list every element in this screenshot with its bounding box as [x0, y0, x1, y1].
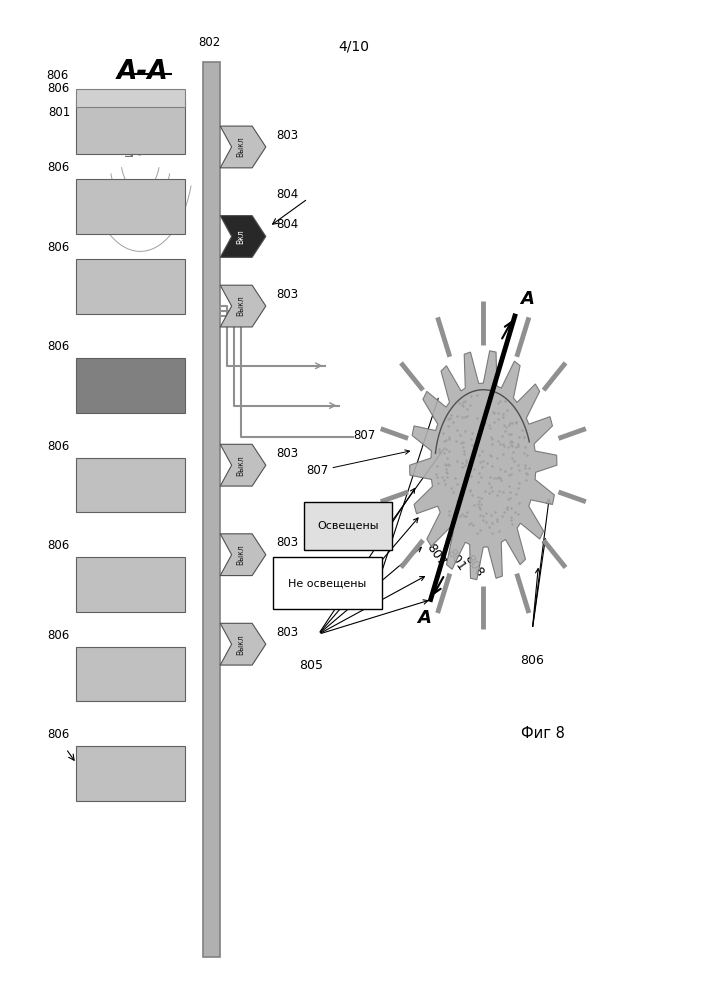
Text: 806: 806: [47, 539, 69, 552]
Polygon shape: [220, 444, 266, 486]
Polygon shape: [220, 126, 266, 168]
Text: 806: 806: [47, 69, 69, 82]
Polygon shape: [220, 534, 266, 576]
Text: 806: 806: [47, 241, 69, 254]
Text: 803: 803: [276, 447, 298, 460]
Text: 807: 807: [423, 541, 448, 568]
Text: 805: 805: [299, 659, 323, 672]
Text: Не освещены: Не освещены: [288, 578, 366, 588]
Text: 801: 801: [444, 546, 468, 573]
Text: 804: 804: [276, 218, 298, 231]
Text: 803: 803: [276, 536, 298, 549]
Bar: [76, 89, 185, 107]
Text: 803: 803: [276, 288, 298, 301]
Text: А-А: А-А: [117, 59, 169, 85]
Text: 802: 802: [199, 36, 221, 49]
Text: А: А: [416, 609, 431, 627]
Text: Выкл: Выкл: [236, 455, 245, 476]
Text: Выкл: Выкл: [236, 137, 245, 157]
Polygon shape: [409, 351, 557, 580]
Text: 803: 803: [276, 626, 298, 639]
Bar: [76, 358, 185, 413]
Text: Излучение: Излучение: [124, 93, 135, 156]
Text: 807: 807: [354, 429, 375, 442]
Bar: [203, 62, 220, 957]
Text: Освещены: Освещены: [317, 521, 379, 531]
Text: 801: 801: [48, 106, 71, 119]
Polygon shape: [220, 623, 266, 665]
Text: Выкл: Выкл: [236, 634, 245, 655]
Text: Фиг 8: Фиг 8: [521, 726, 565, 741]
Polygon shape: [220, 216, 266, 257]
Text: 806: 806: [47, 161, 69, 174]
Text: 4/10: 4/10: [338, 40, 369, 54]
Text: 806: 806: [47, 440, 69, 453]
Text: 803: 803: [276, 129, 298, 142]
Text: 806: 806: [47, 82, 69, 95]
Bar: [76, 647, 185, 701]
Text: Вкл: Вкл: [236, 229, 245, 244]
Text: Выкл: Выкл: [236, 296, 245, 316]
Bar: [76, 259, 185, 314]
Bar: [76, 746, 185, 801]
Bar: [76, 179, 185, 234]
Text: 806: 806: [520, 654, 544, 667]
Bar: [76, 458, 185, 512]
Text: 806: 806: [47, 629, 69, 642]
FancyBboxPatch shape: [273, 557, 382, 609]
Text: 808: 808: [462, 552, 486, 579]
Bar: [76, 557, 185, 612]
FancyBboxPatch shape: [305, 502, 392, 550]
Text: 807: 807: [307, 464, 329, 477]
Polygon shape: [220, 285, 266, 327]
Text: Выкл: Выкл: [236, 544, 245, 565]
Text: 806: 806: [47, 728, 69, 741]
Text: 804: 804: [276, 188, 298, 201]
Text: 806: 806: [47, 340, 69, 353]
Text: А: А: [520, 290, 534, 308]
Bar: [76, 100, 185, 154]
